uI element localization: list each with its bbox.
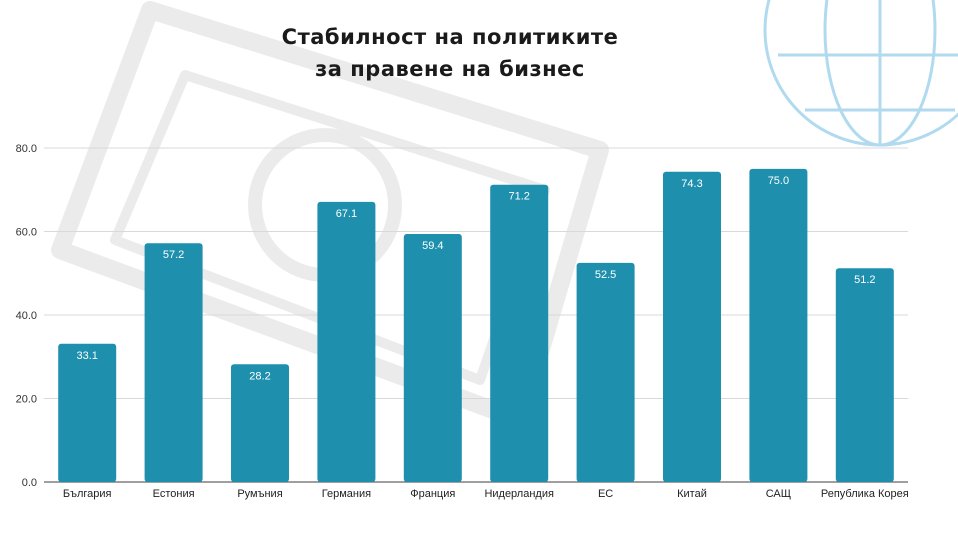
x-axis-ticks: България Естония Румъния Германия Франция Нид…	[63, 488, 909, 500]
x-tick-label: Румъния	[237, 488, 282, 500]
x-tick-label: ЕС	[598, 488, 613, 500]
y-axis-ticks: 0.0 20.0 40.0 60.0 80.0	[16, 143, 37, 489]
bar	[663, 171, 721, 483]
bar-value-label: 74.3	[681, 178, 702, 190]
chart-title-line-2: за правене на бизнес	[315, 57, 585, 81]
y-tick-label: 80.0	[16, 143, 37, 155]
y-tick-label: 20.0	[16, 394, 37, 406]
bars: 33.1 57.2 28.2 67.1 59.4 71.2 52.5 74.3 75.0 51.2	[58, 168, 894, 483]
bar-value-label: 33.1	[76, 350, 97, 362]
bar-value-label: 51.2	[854, 274, 875, 286]
bar-value-label: 59.4	[422, 240, 443, 252]
bar-value-label: 67.1	[336, 208, 357, 220]
bar-value-label: 71.2	[508, 191, 529, 203]
x-tick-label: Франция	[410, 488, 455, 500]
bar	[749, 168, 808, 482]
bar-value-label: 75.0	[768, 175, 789, 187]
x-tick-label: България	[63, 488, 112, 500]
y-tick-label: 60.0	[16, 227, 37, 239]
bar	[835, 268, 894, 482]
x-tick-label: Нидерландия	[484, 488, 554, 500]
x-tick-label: САЩ	[766, 488, 791, 500]
bar	[231, 364, 289, 482]
bar-value-label: 28.2	[249, 370, 270, 382]
y-tick-label: 0.0	[22, 477, 37, 489]
bar	[58, 343, 117, 482]
y-tick-label: 40.0	[16, 310, 37, 322]
x-tick-label: Република Корея	[821, 488, 909, 500]
bar	[403, 234, 462, 482]
x-tick-label: Естония	[153, 488, 195, 500]
bar	[317, 201, 376, 483]
globe-watermark-icon	[763, 0, 958, 147]
x-tick-label: Германия	[322, 488, 371, 500]
bar-value-label: 52.5	[595, 269, 616, 281]
bar	[576, 262, 635, 482]
chart-title-line-1: Стабилност на политиките	[281, 25, 619, 49]
bar-value-label: 57.2	[163, 249, 184, 261]
x-tick-label: Китай	[677, 488, 707, 500]
bar	[144, 243, 203, 482]
bar	[490, 184, 549, 483]
